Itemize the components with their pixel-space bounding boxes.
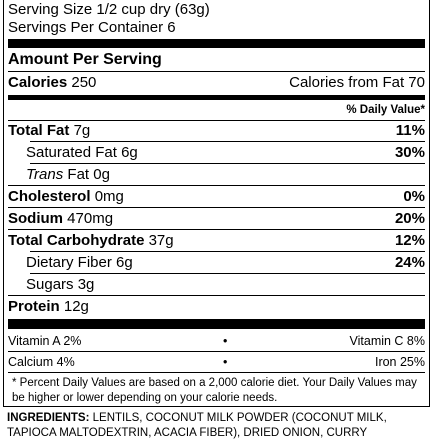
nutrient-label: Sugars: [26, 276, 74, 293]
daily-value-header: % Daily Value*: [346, 104, 425, 116]
calories-value: 250: [71, 74, 97, 91]
nutrient-amount: 12g: [63, 298, 89, 315]
nutrient-row-total-fat: Total Fat 7g 11%: [8, 122, 425, 140]
nutrient-label: Sodium: [8, 210, 63, 227]
nutrient-row-total-carbohydrate: Total Carbohydrate 37g 12%: [8, 232, 425, 250]
divider: [8, 120, 425, 121]
nutrient-amount: 0g: [93, 166, 110, 183]
nutrient-amount: 0mg: [94, 188, 124, 205]
ingredients: INGREDIENTS: LENTILS, COCONUT MILK POWDE…: [7, 411, 433, 441]
nutrient-dv: 12%: [394, 232, 425, 249]
nutrient-amount: 6g: [116, 254, 133, 271]
divider: [30, 251, 425, 252]
divider: [8, 351, 425, 352]
divider: [8, 229, 425, 230]
ingredients-label: INGREDIENTS:: [7, 412, 90, 424]
nutrition-facts-panel: Serving Size 1/2 cup dry (63g) Servings …: [3, 0, 430, 407]
nutrient-row-sodium: Sodium 470mg 20%: [8, 210, 425, 228]
vitamin-row: Vitamin A 2% • Vitamin C 8%: [8, 332, 425, 350]
amount-per-serving: Amount Per Serving: [8, 51, 162, 68]
divider: [8, 185, 425, 186]
nutrient-row-protein: Protein 12g: [8, 298, 425, 316]
divider: [30, 141, 425, 142]
vitamin-left: Vitamin A 2%: [8, 334, 82, 348]
nutrient-dv: 0%: [403, 188, 425, 205]
nutrient-label: Fat: [67, 166, 90, 183]
divider: [8, 295, 425, 296]
nutrient-row-trans-fat: Trans Fat 0g: [8, 166, 425, 184]
nutrient-row-cholesterol: Cholesterol 0mg 0%: [8, 188, 425, 206]
nutrient-label: Cholesterol: [8, 188, 91, 205]
nutrient-dv: 24%: [394, 254, 425, 271]
calories-label: Calories: [8, 74, 68, 91]
nutrient-amount: 37g: [148, 232, 174, 249]
calories-from-fat: Calories from Fat 70: [289, 74, 425, 91]
serving-size: Serving Size 1/2 cup dry (63g): [8, 1, 210, 18]
divider: [8, 372, 425, 373]
nutrient-label: Total Carbohydrate: [8, 232, 145, 249]
nutrient-dv: 20%: [394, 210, 425, 227]
vitamin-right: Iron 25%: [374, 355, 425, 369]
thick-divider: [8, 319, 425, 329]
vitamin-row: Calcium 4% • Iron 25%: [8, 353, 425, 371]
nutrient-amount: 6g: [121, 144, 138, 161]
footnote: * Percent Daily Values are based on a 2,…: [12, 377, 417, 404]
divider: [30, 163, 425, 164]
nutrient-amount: 470mg: [67, 210, 114, 227]
nutrient-dv: 30%: [394, 144, 425, 161]
divider: [30, 273, 425, 274]
vitamin-right: Vitamin C 8%: [349, 334, 426, 348]
medium-divider: [8, 95, 425, 100]
bullet: •: [223, 334, 228, 348]
bullet: •: [223, 355, 228, 369]
nutrient-label: Dietary Fiber: [26, 254, 112, 271]
nutrient-label-italic: Trans: [26, 166, 64, 183]
divider: [8, 71, 425, 72]
servings-per-container: Servings Per Container 6: [8, 19, 176, 36]
nutrient-label: Saturated Fat: [26, 144, 117, 161]
vitamin-left: Calcium 4%: [8, 355, 75, 369]
thick-divider: [8, 39, 425, 48]
nutrient-row-saturated-fat: Saturated Fat 6g 30%: [8, 144, 425, 162]
nutrient-row-dietary-fiber: Dietary Fiber 6g 24%: [8, 254, 425, 272]
nutrient-amount: 3g: [77, 276, 95, 293]
nutrient-amount: 7g: [73, 122, 91, 139]
nutrient-label: Protein: [8, 298, 60, 315]
nutrient-dv: 11%: [395, 122, 425, 139]
divider: [8, 207, 425, 208]
nutrient-label: Total Fat: [8, 122, 70, 139]
nutrient-row-sugars: Sugars 3g: [8, 276, 425, 294]
calories-row: Calories 250 Calories from Fat 70: [8, 74, 425, 92]
